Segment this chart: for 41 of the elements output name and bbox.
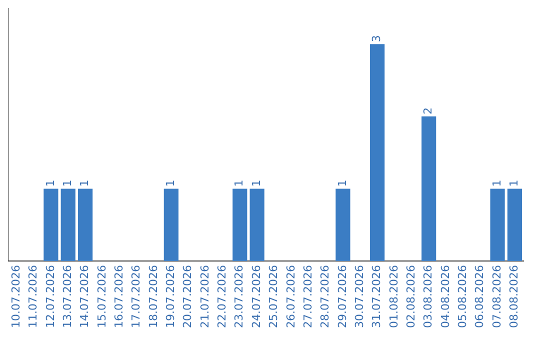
x-tick-label: 20.07.2026 <box>181 265 194 328</box>
x-tick-label: 19.07.2026 <box>164 265 178 328</box>
data-label: 1 <box>490 180 504 187</box>
x-tick-label: 31.07.2026 <box>370 265 384 328</box>
data-label: 3 <box>370 35 384 42</box>
x-tick-label: 23.07.2026 <box>232 265 246 328</box>
data-label: 1 <box>78 180 92 187</box>
data-label: 1 <box>164 180 178 187</box>
data-label: 2 <box>422 107 435 114</box>
x-tick-label: 25.07.2026 <box>267 265 280 328</box>
x-tick-label: 14.07.2026 <box>78 265 92 328</box>
x-tick-label: 15.07.2026 <box>95 265 108 328</box>
x-tick-label: 02.08.2026 <box>404 265 418 328</box>
data-label: 1 <box>44 180 57 187</box>
x-tick-label: 05.08.2026 <box>456 265 470 328</box>
x-tick-label: 30.07.2026 <box>352 265 366 328</box>
x-tick-label: 12.07.2026 <box>44 265 57 328</box>
data-label: 1 <box>336 180 349 187</box>
x-tick-label: 17.07.2026 <box>130 265 143 328</box>
x-tick-label: 08.08.2026 <box>508 265 521 328</box>
x-tick-label: 28.07.2026 <box>318 265 332 328</box>
x-tick-label: 29.07.2026 <box>336 265 349 328</box>
data-label: 1 <box>250 180 263 187</box>
x-tick-label: 16.07.2026 <box>112 265 126 328</box>
x-tick-label: 18.07.2026 <box>146 265 160 328</box>
x-tick-label: 27.07.2026 <box>301 265 314 328</box>
x-tick-label: 06.08.2026 <box>473 265 486 328</box>
x-tick-label: 01.08.2026 <box>387 265 400 328</box>
x-tick-label: 10.07.2026 <box>9 265 22 328</box>
x-tick-label: 26.07.2026 <box>284 265 298 328</box>
x-tick-label: 24.07.2026 <box>250 265 263 328</box>
x-tick-label: 03.08.2026 <box>422 265 435 328</box>
data-label: 1 <box>60 180 74 187</box>
x-tick-label: 07.08.2026 <box>490 265 504 328</box>
x-tick-label: 04.08.2026 <box>438 265 452 328</box>
x-tick-label: 21.07.2026 <box>198 265 212 328</box>
data-label: 1 <box>508 180 521 187</box>
x-tick-label: 13.07.2026 <box>60 265 74 328</box>
x-tick-label: 11.07.2026 <box>26 265 40 328</box>
x-tick-label: 22.07.2026 <box>216 265 229 328</box>
data-label: 1 <box>232 180 246 187</box>
